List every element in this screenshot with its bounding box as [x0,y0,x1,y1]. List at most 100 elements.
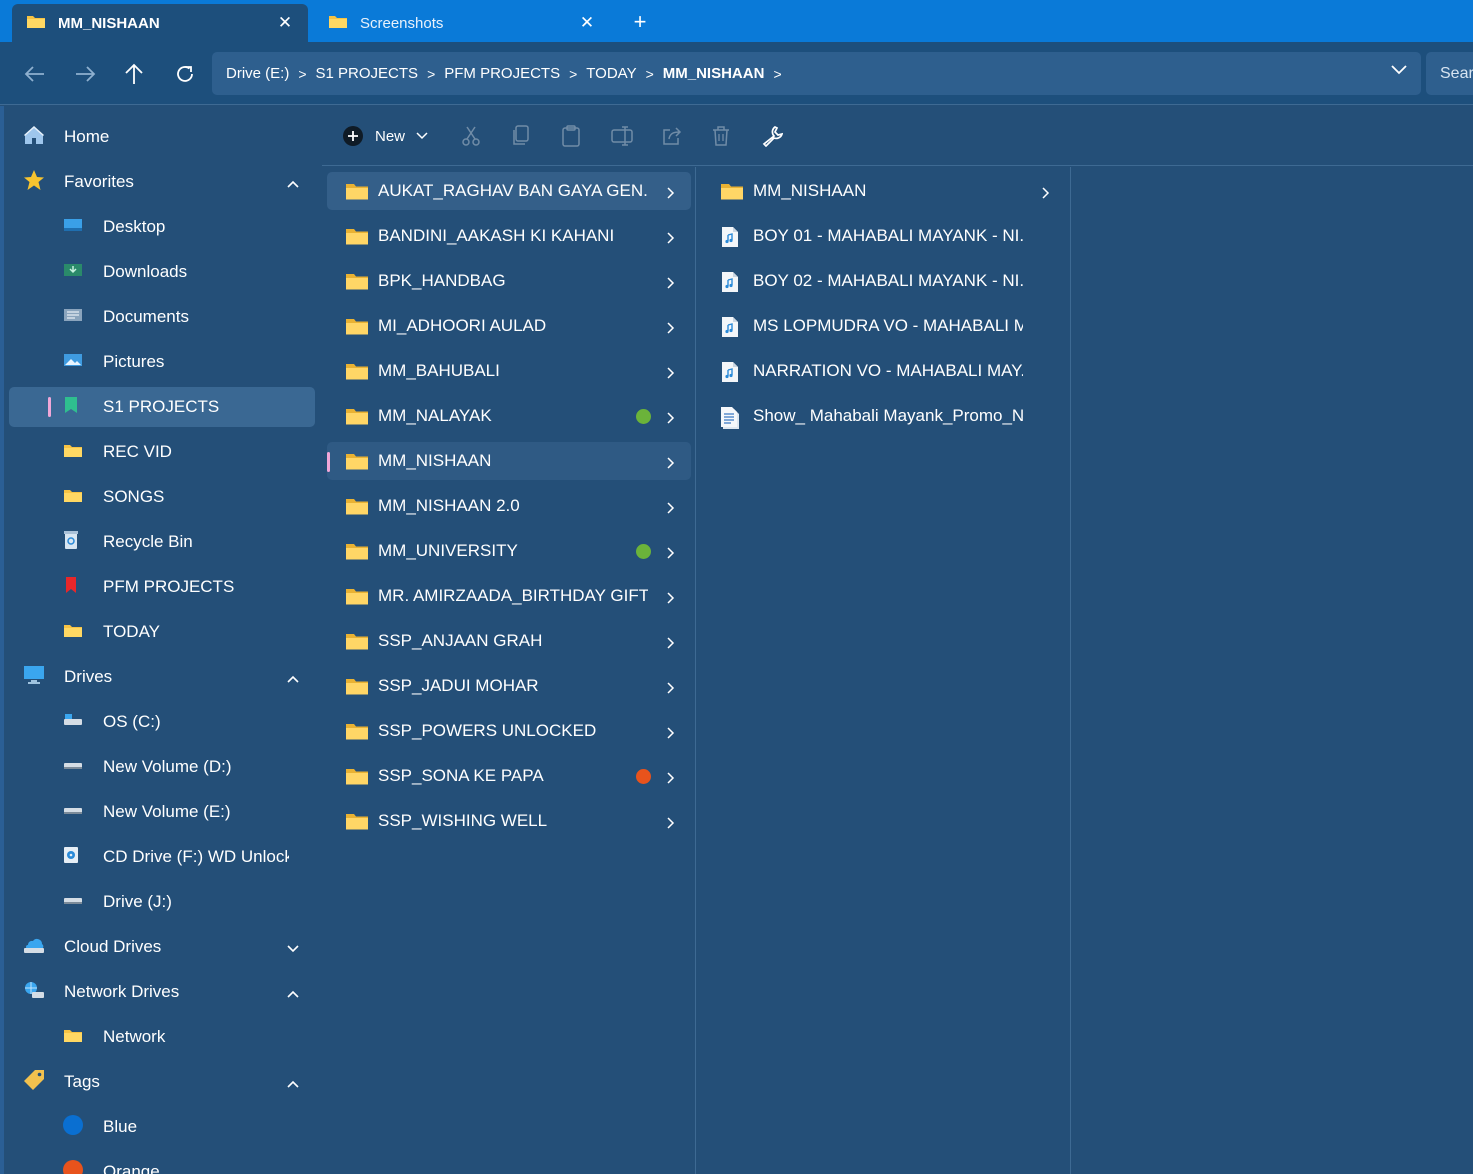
chevron-right-icon[interactable] [667,499,675,519]
folder-row[interactable]: SSP_SONA KE PAPA [327,757,691,795]
sidebar-section-cloud-drives[interactable]: Cloud Drives [9,927,315,967]
sidebar-section-network-drives[interactable]: Network Drives [9,972,315,1012]
folder-row[interactable]: MM_NISHAAN [702,172,1066,210]
chevron-up-icon[interactable] [287,1073,299,1093]
chevron-right-icon: > [569,65,578,82]
back-button[interactable] [19,58,51,90]
file-row[interactable]: NARRATION VO - MAHABALI MAY... [702,352,1066,390]
folder-row[interactable]: MM_BAHUBALI [327,352,691,390]
close-tab-icon[interactable]: ✕ [277,13,293,32]
sidebar-item-label: Desktop [103,217,166,236]
folder-row[interactable]: AUKAT_RAGHAV BAN GAYA GEN... [327,172,691,210]
refresh-button[interactable] [169,58,201,90]
sidebar-section-drives[interactable]: Drives [9,657,315,697]
folder-row[interactable]: MI_ADHOORI AULAD [327,307,691,345]
file-row[interactable]: BOY 02 - MAHABALI MAYANK - NI... [702,262,1066,300]
rename-button[interactable] [611,123,633,149]
sidebar-item-network[interactable]: Network [9,1017,315,1057]
tab-screenshots[interactable]: Screenshots ✕ [314,4,610,42]
folder-row[interactable]: MM_NALAYAK [327,397,691,435]
breadcrumb-item[interactable]: S1 PROJECTS [315,65,419,82]
sidebar-item-songs[interactable]: SONGS [9,477,315,517]
chevron-right-icon[interactable] [667,409,675,429]
file-row[interactable]: MS LOPMUDRA VO - MAHABALI M... [702,307,1066,345]
sidebar-item-recycle-bin[interactable]: Recycle Bin [9,522,315,562]
toolbar: New [322,106,1473,166]
folder-row[interactable]: MM_NISHAAN 2.0 [327,487,691,525]
sidebar-item-drive-f[interactable]: CD Drive (F:) WD Unlocker [9,837,315,877]
sidebar-item-desktop[interactable]: Desktop [9,207,315,247]
file-row[interactable]: BOY 01 - MAHABALI MAYANK - NI... [702,217,1066,255]
chevron-right-icon[interactable] [667,724,675,744]
chevron-down-icon[interactable] [1391,62,1407,79]
folder-row[interactable]: SSP_ANJAAN GRAH [327,622,691,660]
new-tab-button[interactable]: + [633,9,647,34]
folder-row[interactable]: SSP_POWERS UNLOCKED [327,712,691,750]
chevron-right-icon[interactable] [667,769,675,789]
chevron-up-icon[interactable] [287,173,299,193]
chevron-right-icon[interactable] [667,814,675,834]
chevron-down-icon[interactable] [287,938,299,958]
chevron-right-icon[interactable] [667,184,675,204]
chevron-right-icon[interactable] [667,319,675,339]
sidebar-item-downloads[interactable]: Downloads [9,252,315,292]
paste-button[interactable] [561,123,581,149]
chevron-right-icon[interactable] [667,679,675,699]
sidebar-item-drive-j[interactable]: Drive (J:) [9,882,315,922]
breadcrumb-item[interactable]: TODAY [586,65,637,82]
breadcrumb[interactable]: Drive (E:) > S1 PROJECTS > PFM PROJECTS … [212,52,1421,95]
sidebar-item-home[interactable]: Home [9,117,315,157]
chevron-up-icon[interactable] [287,983,299,1003]
folder-row[interactable]: BANDINI_AAKASH KI KAHANI [327,217,691,255]
up-button[interactable] [118,58,150,90]
sidebar-item-pictures[interactable]: Pictures [9,342,315,382]
sidebar-item-label: PFM PROJECTS [103,577,235,596]
folder-row[interactable]: BPK_HANDBAG [327,262,691,300]
chevron-right-icon: > [427,65,436,82]
sidebar-item-drive-e[interactable]: New Volume (E:) [9,792,315,832]
tag-dot-icon [636,409,651,424]
delete-button[interactable] [711,123,731,149]
chevron-right-icon[interactable] [667,229,675,249]
chevron-right-icon[interactable] [667,544,675,564]
folder-row[interactable]: SSP_JADUI MOHAR [327,667,691,705]
sidebar-item-tag-orange[interactable]: Orange [9,1152,315,1174]
cut-button[interactable] [461,123,481,149]
properties-button[interactable] [761,123,783,149]
sidebar-item-label: REC VID [103,442,172,461]
new-button[interactable]: New [342,123,428,149]
chevron-right-icon[interactable]: > [773,65,782,82]
sidebar-item-s1-projects[interactable]: S1 PROJECTS [9,387,315,427]
folder-row[interactable]: SSP_WISHING WELL [327,802,691,840]
share-button[interactable] [661,123,683,149]
sidebar-section-favorites[interactable]: Favorites [9,162,315,202]
breadcrumb-item[interactable]: PFM PROJECTS [444,65,561,82]
sidebar-item-drive-c[interactable]: OS (C:) [9,702,315,742]
sidebar-item-documents[interactable]: Documents [9,297,315,337]
breadcrumb-item[interactable]: Drive (E:) [226,65,290,82]
file-row[interactable]: Show_ Mahabali Mayank_Promo_N... [702,397,1066,435]
search-input[interactable]: Search [1426,52,1473,95]
chevron-right-icon[interactable] [667,364,675,384]
sidebar-item-today[interactable]: TODAY [9,612,315,652]
chevron-right-icon[interactable] [667,274,675,294]
sidebar-item-drive-d[interactable]: New Volume (D:) [9,747,315,787]
chevron-right-icon[interactable] [667,454,675,474]
chevron-right-icon[interactable] [667,634,675,654]
forward-button[interactable] [69,58,101,90]
folder-row[interactable]: MR. AMIRZAADA_BIRTHDAY GIFT [327,577,691,615]
tab-mm-nishaan[interactable]: MM_NISHAAN ✕ [12,4,308,42]
breadcrumb-current[interactable]: MM_NISHAAN [662,65,765,82]
folder-icon [26,13,46,33]
copy-button[interactable] [511,123,531,149]
folder-row[interactable]: MM_UNIVERSITY [327,532,691,570]
chevron-up-icon[interactable] [287,668,299,688]
sidebar-section-tags[interactable]: Tags [9,1062,315,1102]
sidebar-item-rec-vid[interactable]: REC VID [9,432,315,472]
sidebar-item-pfm-projects[interactable]: PFM PROJECTS [9,567,315,607]
close-tab-icon[interactable]: ✕ [579,13,595,32]
folder-row[interactable]: MM_NISHAAN [327,442,691,480]
chevron-right-icon[interactable] [667,589,675,609]
sidebar-item-tag-blue[interactable]: Blue [9,1107,315,1147]
chevron-right-icon[interactable] [1042,184,1050,204]
